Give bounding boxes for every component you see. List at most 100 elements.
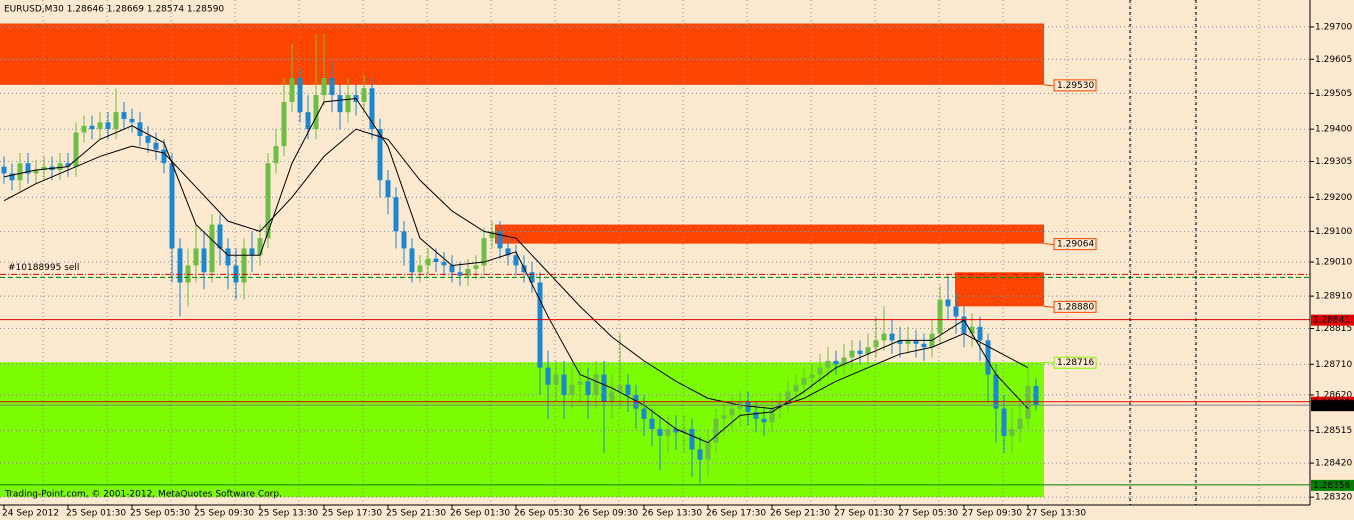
- candle-body: [129, 118, 135, 123]
- candle-body: [89, 125, 95, 130]
- footer: Trading-Point.com, © 2001-2012, MetaQuot…: [4, 490, 282, 500]
- candle-body: [609, 391, 615, 402]
- candle-body: [257, 238, 263, 256]
- x-tick-label: 25 Sep 17:30: [322, 509, 382, 519]
- zone-label-leader: [1043, 361, 1055, 364]
- candle-body: [809, 374, 815, 378]
- candle-body: [33, 170, 39, 174]
- candle-body: [225, 248, 231, 266]
- candle-body: [993, 374, 999, 409]
- candle-body: [713, 418, 719, 443]
- candle-body: [201, 248, 207, 273]
- candle-body: [409, 248, 415, 273]
- x-tick-label: 25 Sep 21:30: [386, 509, 446, 519]
- candle-body: [593, 374, 599, 395]
- price-level-label: 1.28841: [1313, 316, 1350, 326]
- candle-body: [81, 125, 87, 133]
- candle-body: [273, 146, 279, 164]
- x-tick-label: 26 Sep 05:30: [514, 509, 574, 519]
- ma-line: [3, 97, 1029, 444]
- candle-body: [825, 360, 831, 368]
- zone-label: 1.29530: [1057, 81, 1094, 91]
- candle-body: [625, 384, 631, 395]
- candle-body: [745, 401, 751, 412]
- candle-body: [137, 122, 143, 136]
- price-level-box: [1311, 479, 1354, 491]
- candle-body: [377, 129, 383, 181]
- price-level-label: 1.28590: [1313, 401, 1350, 411]
- candle-body: [505, 248, 511, 256]
- y-tick-label: 1.28710: [1315, 360, 1352, 370]
- y-tick-label: 1.29605: [1315, 55, 1352, 65]
- x-tick-label: 26 Sep 13:30: [642, 509, 702, 519]
- zone-label: 1.28880: [1057, 302, 1094, 312]
- candle-body: [969, 326, 975, 334]
- candle-body: [905, 340, 911, 344]
- candle-body: [345, 95, 351, 113]
- candle-body: [329, 78, 335, 96]
- x-tick-label: 26 Sep 01:30: [450, 509, 510, 519]
- x-tick-label: 25 Sep 05:30: [130, 509, 190, 519]
- price-level-label: 1.28356: [1313, 481, 1350, 491]
- candle-body: [209, 224, 215, 273]
- zone: [0, 23, 1044, 85]
- candle-body: [361, 88, 367, 102]
- y-tick-label: 1.29505: [1315, 89, 1352, 99]
- candle-body: [1033, 386, 1039, 406]
- candle-body: [601, 374, 607, 402]
- candle-body: [289, 78, 295, 102]
- candle-body: [169, 163, 175, 249]
- candle-body: [673, 429, 679, 433]
- candle-body: [697, 449, 703, 460]
- zone: [955, 272, 1044, 307]
- price-level-box: [1311, 314, 1354, 326]
- candle-body: [385, 180, 391, 198]
- candle-body: [961, 316, 967, 334]
- candle-body: [97, 122, 103, 130]
- candle-body: [769, 408, 775, 423]
- candle-body: [241, 248, 247, 283]
- candle-body: [193, 248, 199, 266]
- y-tick-label: 1.28515: [1315, 426, 1352, 436]
- candle-body: [17, 163, 23, 181]
- candle-body: [945, 299, 951, 307]
- candle-body: [105, 122, 111, 130]
- candle-body: [177, 248, 183, 283]
- candle-body: [841, 357, 847, 365]
- candle-body: [113, 112, 119, 130]
- candle-body: [465, 268, 471, 276]
- zone: [0, 362, 1044, 498]
- zone-label-box: [1053, 79, 1097, 92]
- y-tick-label: 1.29700: [1315, 22, 1352, 32]
- order-label: #10188995 sell: [8, 263, 79, 273]
- candle-body: [393, 197, 399, 232]
- y-tick-label: 1.28320: [1315, 493, 1352, 503]
- candle-body: [705, 442, 711, 460]
- y-tick-label: 1.29400: [1315, 125, 1352, 135]
- candle-body: [833, 360, 839, 365]
- price-level-box: [1311, 400, 1354, 412]
- candle-body: [305, 112, 311, 130]
- candle-body: [569, 384, 575, 395]
- candle-body: [817, 367, 823, 375]
- candle-body: [65, 163, 71, 167]
- x-tick-label: 27 Sep 09:30: [962, 509, 1022, 519]
- candle-body: [249, 248, 255, 256]
- candle-body: [729, 408, 735, 416]
- y-tick-label: 1.29010: [1315, 258, 1352, 268]
- candle-body: [1009, 429, 1015, 436]
- candle-body: [585, 381, 591, 395]
- candle-body: [449, 265, 455, 273]
- candle-body: [41, 166, 47, 171]
- candle-body: [849, 350, 855, 358]
- candle-body: [57, 163, 63, 171]
- candle-body: [801, 377, 807, 385]
- candle-body: [913, 340, 919, 344]
- candle-body: [641, 408, 647, 419]
- candle-body: [9, 173, 15, 181]
- candle-body: [433, 258, 439, 263]
- candle-body: [145, 135, 151, 143]
- candle-body: [537, 282, 543, 368]
- candle-body: [545, 367, 551, 385]
